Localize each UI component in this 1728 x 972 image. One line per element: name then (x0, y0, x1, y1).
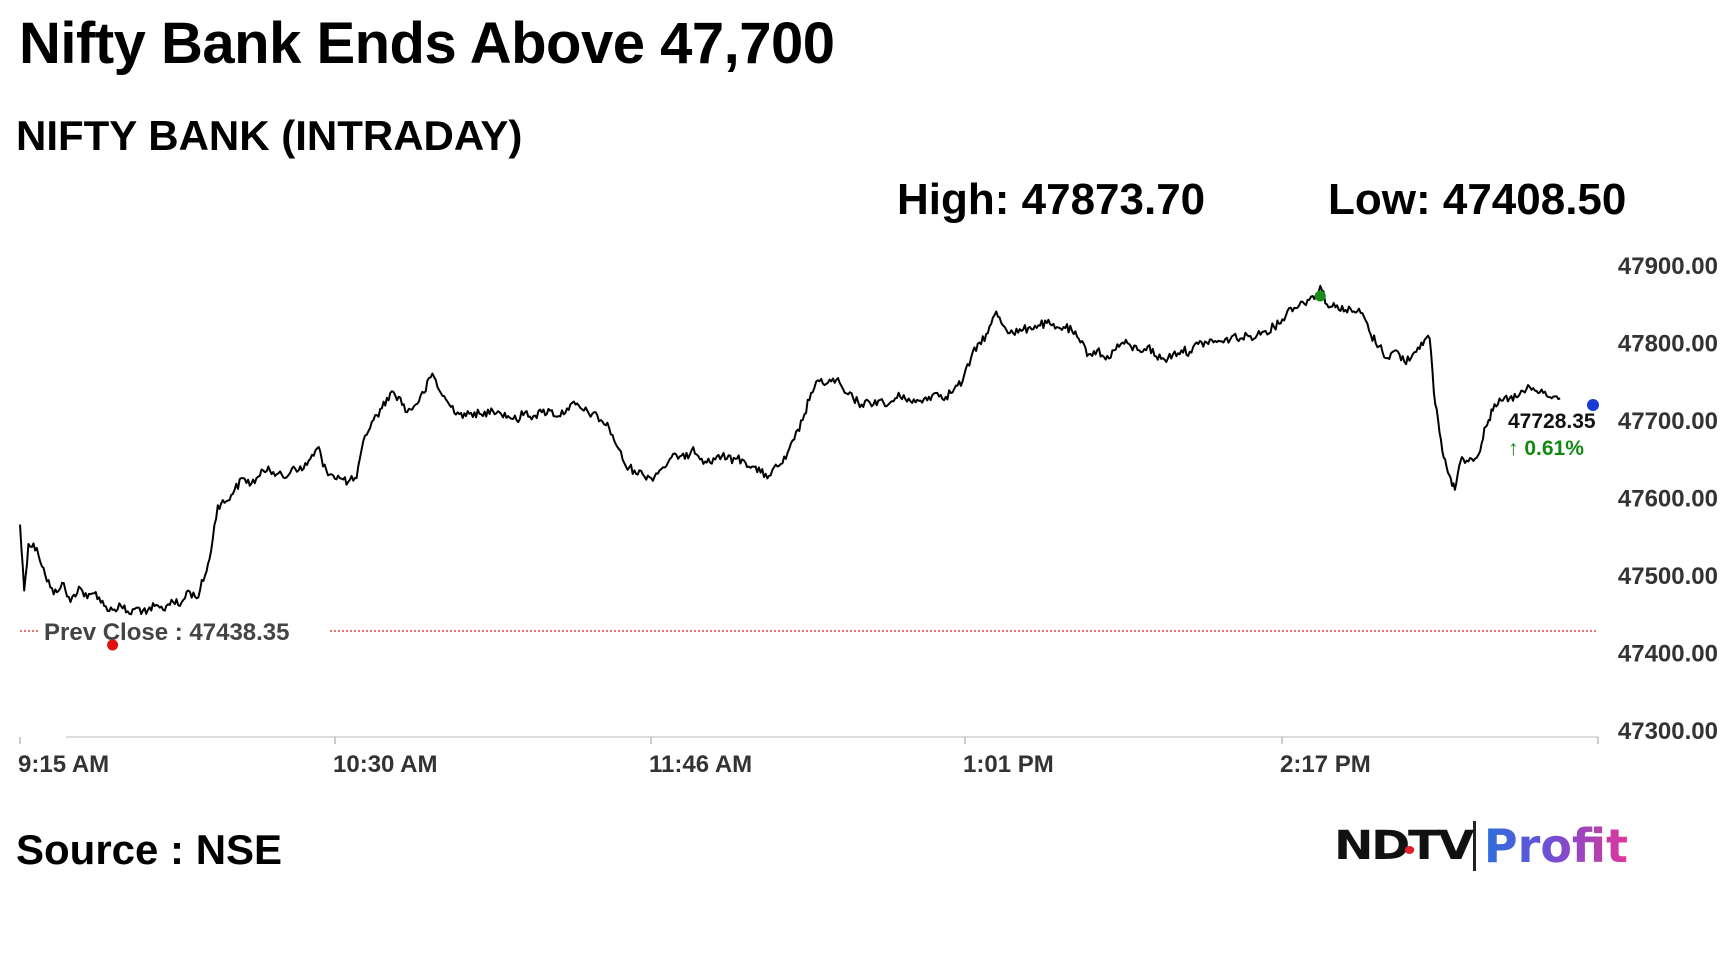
prev-close-label: Prev Close : 47438.35 (44, 619, 290, 646)
x-axis: 9:15 AM 10:30 AM 11:46 AM 1:01 PM 2:17 PM (18, 736, 1599, 778)
chart-subtitle: NIFTY BANK (INTRADAY) (16, 112, 523, 159)
change-percent-label: ↑ 0.61% (1508, 437, 1584, 460)
y-tick-label: 47500.00 (1618, 563, 1718, 590)
profit-logo-text: Profit (1483, 819, 1629, 873)
prev-close-group: Prev Close : 47438.35 (20, 619, 1598, 646)
series-line (19, 284, 1561, 616)
markers-group: 47728.35 ↑ 0.61% (107, 290, 1599, 651)
series-group (19, 284, 1561, 616)
x-tick-label: 10:30 AM (333, 751, 437, 778)
low-point-marker (107, 639, 119, 651)
day-low-stat: Low: 47408.50 (1328, 175, 1627, 224)
x-tick-label: 2:17 PM (1280, 751, 1371, 778)
chart-headline: Nifty Bank Ends Above 47,700 (19, 11, 835, 76)
y-tick-label: 47800.00 (1618, 331, 1718, 358)
high-point-marker (1314, 290, 1326, 302)
ndtv-profit-logo: NDTV Profit (1334, 816, 1628, 876)
y-tick-label: 47700.00 (1618, 408, 1718, 435)
ndtv-logo-text: NDTV (1334, 823, 1474, 869)
y-tick-label: 47300.00 (1618, 718, 1718, 745)
x-tick-label: 11:46 AM (649, 751, 752, 778)
y-tick-label: 47400.00 (1618, 641, 1718, 668)
y-tick-label: 47600.00 (1618, 486, 1718, 513)
x-tick-label: 1:01 PM (963, 751, 1054, 778)
day-high-stat: High: 47873.70 (897, 175, 1206, 224)
logo-divider (1472, 821, 1476, 871)
y-axis: 47300.00 47400.00 47500.00 47600.00 47700.00… (1618, 253, 1718, 745)
last-value-label: 47728.35 (1508, 410, 1596, 433)
logo-dot-icon (1404, 846, 1415, 854)
last-point-marker (1587, 399, 1599, 411)
y-tick-label: 47900.00 (1618, 253, 1718, 280)
x-tick-label: 9:15 AM (18, 751, 109, 778)
source-note: Source : NSE (16, 826, 283, 873)
